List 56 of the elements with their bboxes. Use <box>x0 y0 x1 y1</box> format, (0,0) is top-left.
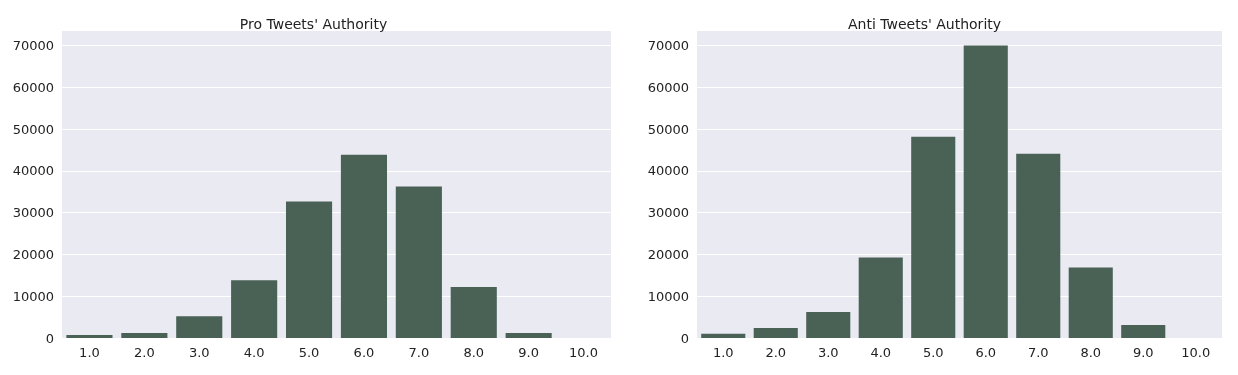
bar <box>121 332 168 338</box>
bar <box>911 136 956 338</box>
bar <box>450 287 497 338</box>
bar <box>285 201 333 338</box>
x-tick-label: 2.0 <box>765 345 787 360</box>
bar <box>66 335 113 338</box>
bar <box>1016 153 1061 338</box>
x-tick-label: 4.0 <box>243 345 265 360</box>
y-tick-label: 50000 <box>12 121 54 137</box>
y-tick-label: 60000 <box>12 79 54 95</box>
x-tick-label: 7.0 <box>1027 345 1049 360</box>
bar <box>231 280 278 338</box>
chart-title: Anti Tweets' Authority <box>847 16 1002 32</box>
y-tick-label: 60000 <box>647 79 689 95</box>
x-tick-label: 5.0 <box>922 345 944 360</box>
x-tick-label: 10.0 <box>1181 345 1211 360</box>
x-tick-label: 10.0 <box>569 345 599 360</box>
y-tick-label: 10000 <box>12 288 54 304</box>
bar <box>858 257 903 338</box>
y-tick-label: 0 <box>45 330 54 346</box>
y-tick-label: 20000 <box>12 246 54 262</box>
bar <box>176 316 223 338</box>
bar <box>395 186 442 338</box>
y-tick-label: 70000 <box>647 38 689 54</box>
x-tick-label: 8.0 <box>463 345 485 360</box>
x-tick-label: 3.0 <box>188 345 210 360</box>
y-tick-label: 10000 <box>647 288 689 304</box>
chart-title: Pro Tweets' Authority <box>239 16 388 32</box>
y-tick-label: 70000 <box>12 38 54 54</box>
y-tick-label: 40000 <box>12 163 54 179</box>
y-tick-label: 50000 <box>647 121 689 137</box>
y-tick-label: 40000 <box>647 163 689 179</box>
bar <box>963 45 1008 338</box>
bar <box>806 312 851 338</box>
x-tick-label: 9.0 <box>518 345 539 360</box>
bar <box>1068 267 1113 338</box>
x-tick-label: 1.0 <box>79 345 100 360</box>
x-tick-label: 5.0 <box>298 345 320 360</box>
bar <box>753 327 798 338</box>
x-tick-label: 2.0 <box>134 345 155 360</box>
x-tick-label: 9.0 <box>1132 345 1154 360</box>
x-tick-label: 8.0 <box>1080 345 1102 360</box>
y-tick-label: 30000 <box>647 205 689 221</box>
bar <box>701 333 746 338</box>
x-tick-label: 4.0 <box>870 345 892 360</box>
y-tick-label: 20000 <box>647 246 689 262</box>
bar <box>505 332 552 338</box>
bar <box>340 154 388 338</box>
y-tick-label: 30000 <box>12 205 54 221</box>
x-tick-label: 1.0 <box>712 345 734 360</box>
y-tick-label: 0 <box>680 330 689 346</box>
bar <box>1121 325 1166 338</box>
x-tick-label: 6.0 <box>975 345 997 360</box>
x-tick-label: 7.0 <box>408 345 430 360</box>
x-tick-label: 3.0 <box>817 345 839 360</box>
x-tick-label: 6.0 <box>353 345 375 360</box>
